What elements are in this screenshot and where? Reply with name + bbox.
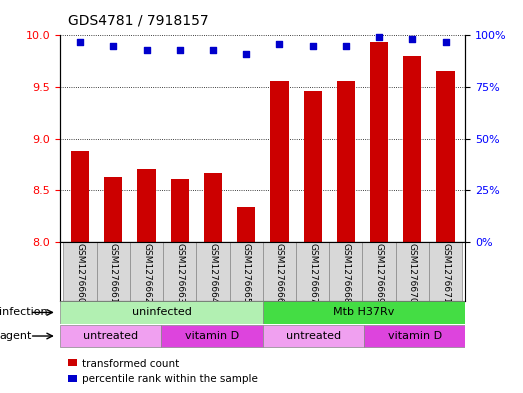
Bar xyxy=(436,72,454,242)
Bar xyxy=(60,301,263,324)
Bar xyxy=(403,56,422,242)
Bar xyxy=(237,207,255,242)
Bar xyxy=(270,81,289,242)
Point xyxy=(242,51,251,57)
Bar xyxy=(104,177,122,242)
Text: agent: agent xyxy=(0,331,32,341)
Text: GSM1276664: GSM1276664 xyxy=(209,243,218,304)
Text: GSM1276666: GSM1276666 xyxy=(275,243,284,304)
Point xyxy=(176,47,184,53)
Text: infection: infection xyxy=(0,307,48,318)
Point xyxy=(408,36,416,42)
Text: GSM1276669: GSM1276669 xyxy=(374,243,383,304)
Text: Mtb H37Rv: Mtb H37Rv xyxy=(334,307,395,318)
Text: vitamin D: vitamin D xyxy=(185,331,239,341)
Text: GSM1276665: GSM1276665 xyxy=(242,243,251,304)
Bar xyxy=(329,242,362,301)
Text: untreated: untreated xyxy=(83,331,139,341)
Point xyxy=(76,39,84,45)
Point xyxy=(375,34,383,40)
Text: GSM1276667: GSM1276667 xyxy=(308,243,317,304)
Text: GSM1276663: GSM1276663 xyxy=(175,243,184,304)
Bar xyxy=(364,325,465,347)
Text: GDS4781 / 7918157: GDS4781 / 7918157 xyxy=(68,14,209,28)
Bar xyxy=(138,169,156,242)
Point xyxy=(342,42,350,49)
Text: uninfected: uninfected xyxy=(132,307,191,318)
Point xyxy=(209,47,217,53)
Text: GSM1276660: GSM1276660 xyxy=(76,243,85,304)
Text: GSM1276661: GSM1276661 xyxy=(109,243,118,304)
Bar xyxy=(97,242,130,301)
Text: GSM1276671: GSM1276671 xyxy=(441,243,450,304)
Bar xyxy=(429,242,462,301)
Bar xyxy=(362,242,396,301)
Bar xyxy=(170,179,189,242)
Text: GSM1276662: GSM1276662 xyxy=(142,243,151,304)
Bar xyxy=(296,242,329,301)
Text: GSM1276668: GSM1276668 xyxy=(342,243,350,304)
Point xyxy=(142,47,151,53)
Bar xyxy=(263,242,296,301)
Text: GSM1276670: GSM1276670 xyxy=(408,243,417,304)
Bar xyxy=(337,81,355,242)
Bar xyxy=(60,325,162,347)
Bar xyxy=(63,242,97,301)
Bar xyxy=(68,375,77,382)
Text: transformed count: transformed count xyxy=(83,358,180,369)
Bar xyxy=(130,242,163,301)
Point xyxy=(441,39,450,45)
Bar xyxy=(71,151,89,242)
Text: percentile rank within the sample: percentile rank within the sample xyxy=(83,374,258,384)
Text: untreated: untreated xyxy=(286,331,341,341)
Bar xyxy=(162,325,263,347)
Text: vitamin D: vitamin D xyxy=(388,331,442,341)
Bar xyxy=(68,359,77,366)
Bar xyxy=(230,242,263,301)
Point xyxy=(275,40,283,47)
Bar xyxy=(396,242,429,301)
Bar xyxy=(303,91,322,242)
Point xyxy=(109,42,118,49)
Bar xyxy=(204,173,222,242)
Bar xyxy=(263,325,364,347)
Bar xyxy=(370,42,388,242)
Bar xyxy=(263,301,465,324)
Bar xyxy=(163,242,196,301)
Bar xyxy=(196,242,230,301)
Point xyxy=(309,42,317,49)
